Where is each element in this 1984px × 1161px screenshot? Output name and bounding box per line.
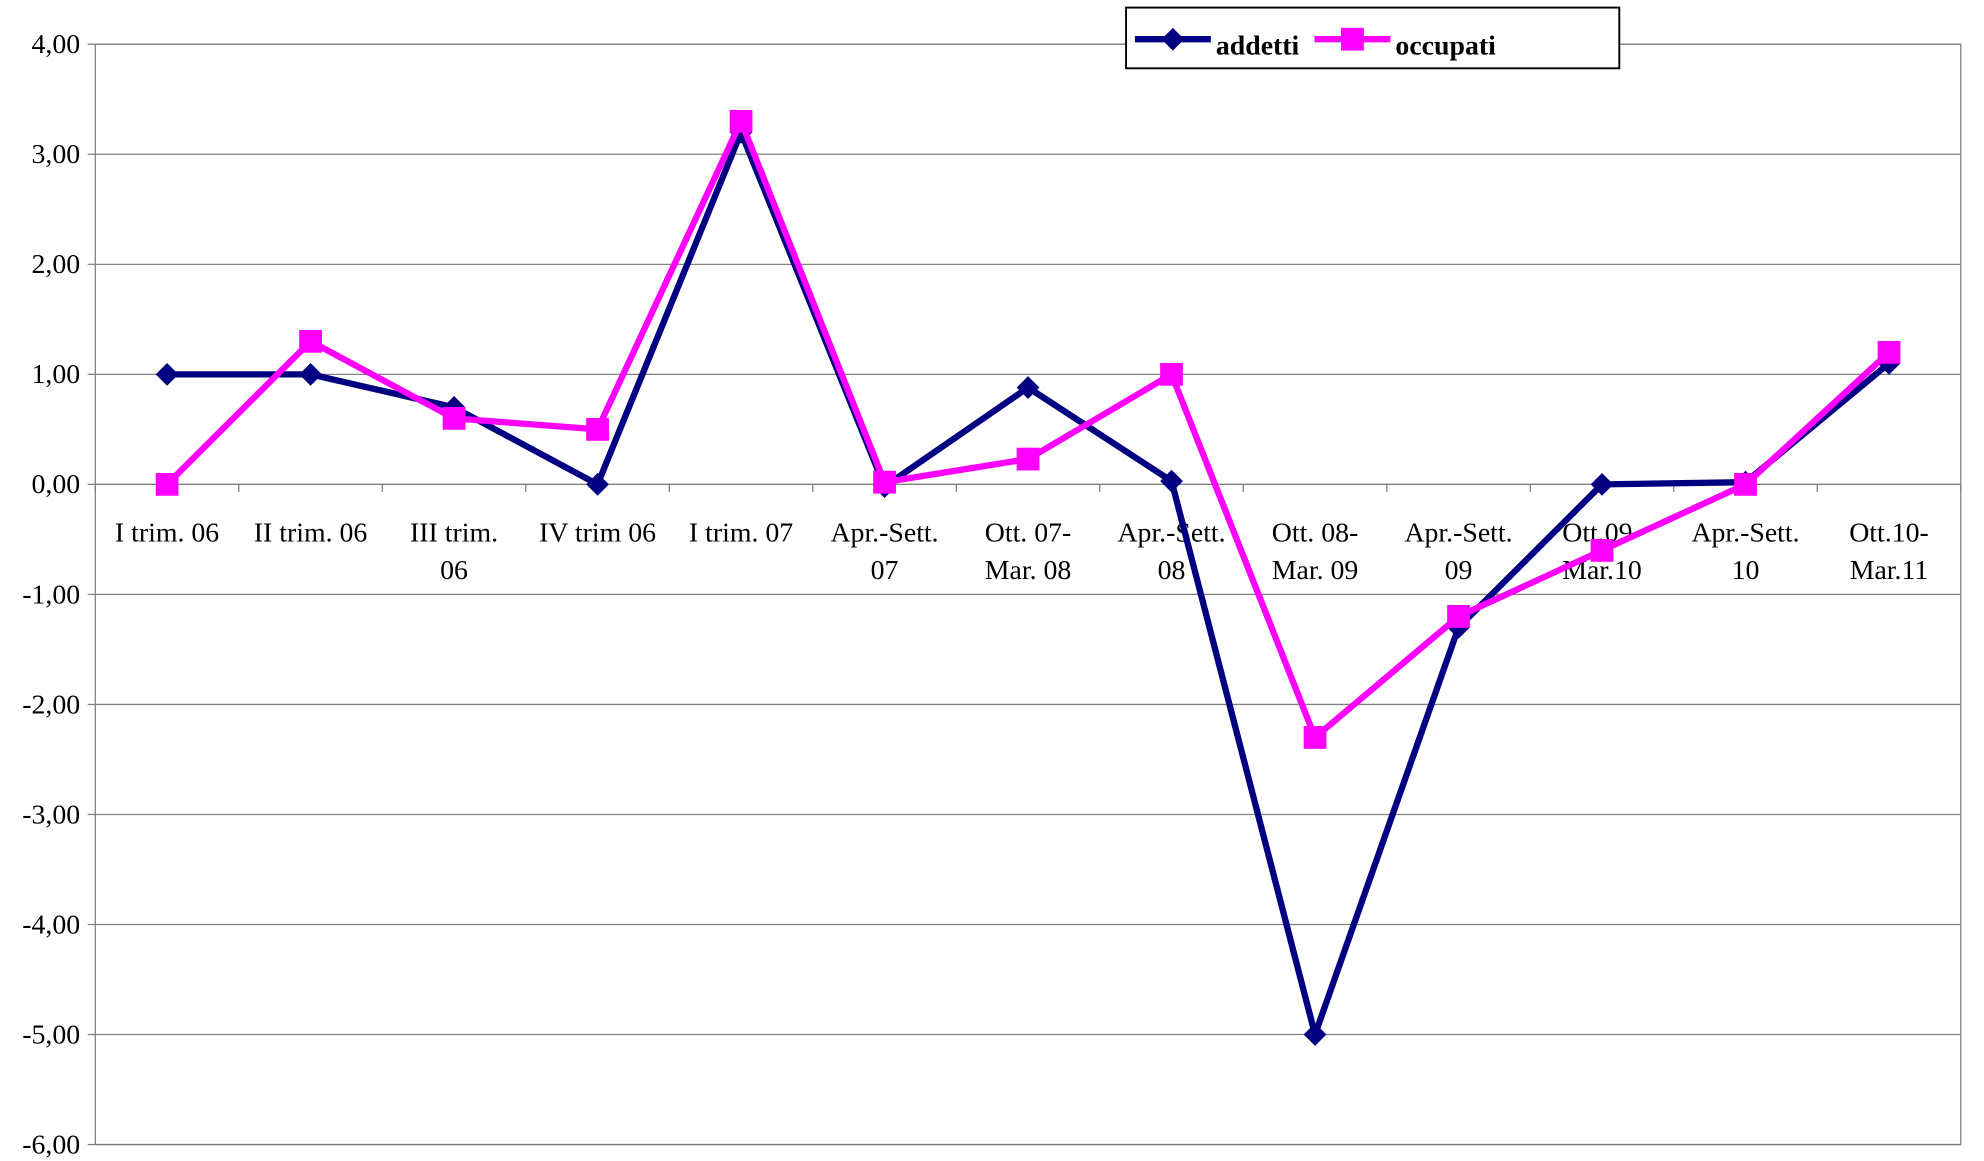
- x-tick-label: Apr.-Sett. 09: [1404, 517, 1512, 586]
- legend-label: occupati: [1395, 30, 1496, 61]
- data-point: [155, 473, 179, 496]
- data-point: [299, 329, 322, 353]
- data-point: [1303, 1023, 1327, 1046]
- x-tick-label: Ott.10-Mar.11: [1849, 517, 1929, 586]
- x-tick-label: Apr.-Sett. 07: [830, 517, 938, 586]
- y-tick-label: -2,00: [22, 689, 80, 720]
- x-tick-label: Apr.-Sett. 08: [1117, 517, 1225, 586]
- data-point: [1160, 362, 1183, 386]
- x-tick-label: III trim. 06: [410, 517, 498, 586]
- y-tick-label: 1,00: [31, 359, 80, 390]
- data-point: [1303, 726, 1327, 749]
- x-tick-label: I trim. 07: [689, 517, 793, 548]
- legend-label: addetti: [1216, 30, 1300, 61]
- y-tick-label: -4,00: [22, 909, 80, 940]
- x-tick-label: IV trim 06: [539, 517, 656, 548]
- data-point: [586, 417, 609, 441]
- y-tick-label: 3,00: [31, 139, 80, 170]
- x-tick-label: II trim. 06: [254, 517, 368, 548]
- y-tick-label: -3,00: [22, 799, 80, 830]
- x-tick-label: Apr.-Sett. 10: [1691, 517, 1799, 586]
- y-tick-label: -5,00: [22, 1019, 80, 1050]
- data-point: [1590, 539, 1614, 562]
- y-tick-label: 0,00: [31, 469, 80, 500]
- x-tick-label: Ott. 07-Mar. 08: [985, 517, 1072, 586]
- data-point: [1734, 473, 1757, 496]
- data-point: [729, 109, 753, 133]
- x-tick-label: I trim. 06: [115, 517, 219, 548]
- data-point: [1590, 473, 1614, 496]
- data-point: [1447, 605, 1470, 628]
- legend-marker: [1341, 27, 1364, 51]
- y-tick-label: 2,00: [31, 249, 80, 280]
- y-tick-label: -1,00: [22, 579, 80, 610]
- data-point: [1016, 447, 1040, 471]
- data-point: [873, 470, 896, 494]
- data-point: [1877, 340, 1901, 364]
- data-point: [442, 406, 466, 430]
- x-tick-label: Ott. 08-Mar. 09: [1272, 517, 1359, 586]
- y-tick-label: 4,00: [31, 29, 80, 60]
- y-tick-label: -6,00: [22, 1129, 80, 1160]
- legend: addetti occupati: [1125, 6, 1621, 70]
- legend-marker: [1161, 27, 1185, 51]
